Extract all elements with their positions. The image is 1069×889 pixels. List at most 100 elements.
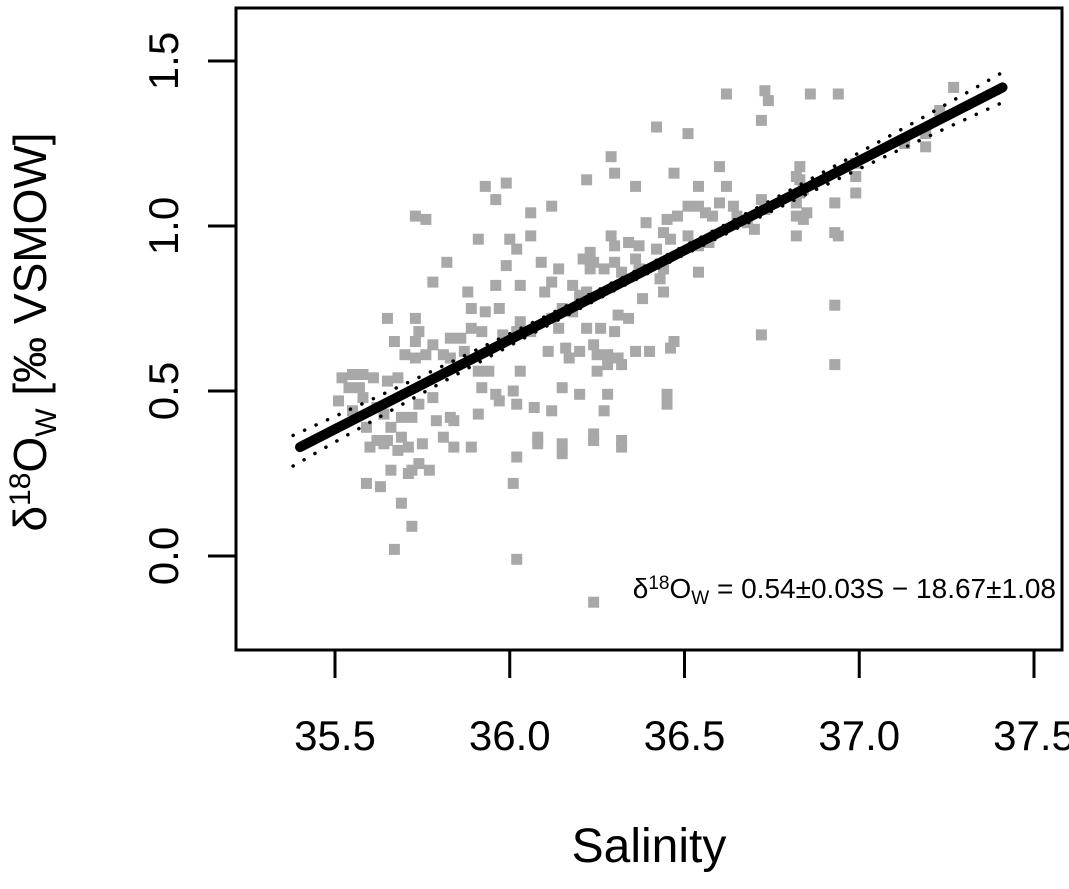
- x-tick-label: 37.0: [818, 712, 900, 759]
- data-point: [465, 441, 477, 453]
- regression-line: [295, 82, 1008, 453]
- data-point: [665, 342, 677, 354]
- data-point: [353, 382, 365, 394]
- data-point: [514, 365, 526, 377]
- data-point: [920, 141, 932, 153]
- data-point: [381, 312, 393, 324]
- data-point: [357, 392, 369, 404]
- data-point: [378, 438, 390, 450]
- data-point: [546, 276, 558, 288]
- data-point: [801, 207, 813, 219]
- data-point: [525, 207, 537, 219]
- data-point: [395, 411, 407, 423]
- confidence-band-lower: [291, 99, 1008, 468]
- data-point: [588, 435, 600, 446]
- data-point: [605, 151, 617, 163]
- data-point: [406, 520, 418, 532]
- data-point: [588, 339, 600, 351]
- data-point: [392, 444, 404, 456]
- data-point: [584, 246, 596, 258]
- data-point: [755, 194, 767, 206]
- data-point: [472, 233, 484, 245]
- scatter-points: [332, 81, 960, 608]
- data-point: [409, 336, 421, 347]
- data-point: [605, 230, 617, 242]
- data-point: [668, 167, 680, 179]
- data-point: [581, 286, 593, 298]
- data-point: [602, 349, 614, 361]
- data-point: [588, 428, 600, 440]
- y-tick-label: 0.0: [140, 527, 187, 585]
- data-point: [797, 213, 809, 225]
- data-point: [630, 345, 642, 357]
- data-point: [574, 345, 586, 357]
- data-point: [416, 438, 428, 450]
- equation-expression: = 0.54±0.03S − 18.67±1.08: [709, 573, 1056, 604]
- data-point: [651, 121, 663, 133]
- data-point: [395, 497, 407, 509]
- data-point: [553, 322, 565, 334]
- data-point: [430, 415, 442, 427]
- data-point: [399, 349, 411, 361]
- data-point: [511, 553, 523, 565]
- data-point: [682, 200, 694, 212]
- data-point: [420, 349, 432, 361]
- data-point: [658, 227, 670, 239]
- data-point: [546, 405, 558, 417]
- data-point: [581, 322, 593, 334]
- data-point: [661, 398, 673, 410]
- data-point: [829, 359, 841, 371]
- y-tick-label: 1.5: [140, 32, 187, 90]
- y-title-superscript: 18: [4, 473, 37, 506]
- y-title-subscript: W: [30, 408, 63, 437]
- data-point: [364, 441, 376, 453]
- data-point: [948, 81, 960, 93]
- data-point: [542, 345, 554, 357]
- data-point: [588, 256, 600, 268]
- data-point: [413, 398, 425, 410]
- y-title-delta: δ: [4, 506, 56, 532]
- x-axis: 35.5 36.0 36.5 37.0 37.5: [294, 650, 1069, 759]
- data-point: [437, 349, 449, 361]
- data-point: [637, 293, 649, 305]
- data-point: [699, 207, 711, 219]
- data-point: [692, 266, 704, 278]
- data-point: [448, 441, 460, 453]
- data-point: [525, 230, 537, 242]
- data-point: [713, 161, 725, 173]
- data-point: [497, 329, 509, 341]
- data-point: [668, 336, 680, 347]
- equation-subscript: W: [691, 588, 709, 609]
- data-point: [504, 233, 516, 245]
- data-point: [437, 431, 449, 443]
- data-point: [409, 312, 421, 324]
- data-point: [612, 309, 624, 321]
- data-point: [532, 438, 544, 450]
- data-point: [472, 408, 484, 420]
- data-point: [829, 197, 841, 209]
- data-point: [472, 365, 484, 377]
- data-point: [661, 388, 673, 400]
- data-point: [616, 441, 628, 453]
- data-point: [633, 240, 645, 252]
- data-point: [850, 187, 862, 199]
- equation-superscript: 18: [648, 573, 669, 594]
- data-point: [658, 286, 670, 298]
- data-point: [490, 279, 502, 291]
- data-point: [385, 464, 397, 476]
- data-point: [829, 299, 841, 311]
- data-point: [682, 128, 694, 140]
- data-point: [598, 405, 610, 417]
- data-point: [479, 306, 491, 318]
- y-tick-label: 1.0: [140, 197, 187, 255]
- data-point: [651, 243, 663, 255]
- data-point: [395, 431, 407, 443]
- data-point: [444, 352, 456, 364]
- x-axis-title: Salinity: [572, 820, 727, 873]
- data-point: [423, 464, 435, 476]
- data-point: [392, 372, 404, 384]
- data-point: [560, 342, 572, 354]
- data-point: [755, 114, 767, 126]
- data-point: [790, 197, 802, 209]
